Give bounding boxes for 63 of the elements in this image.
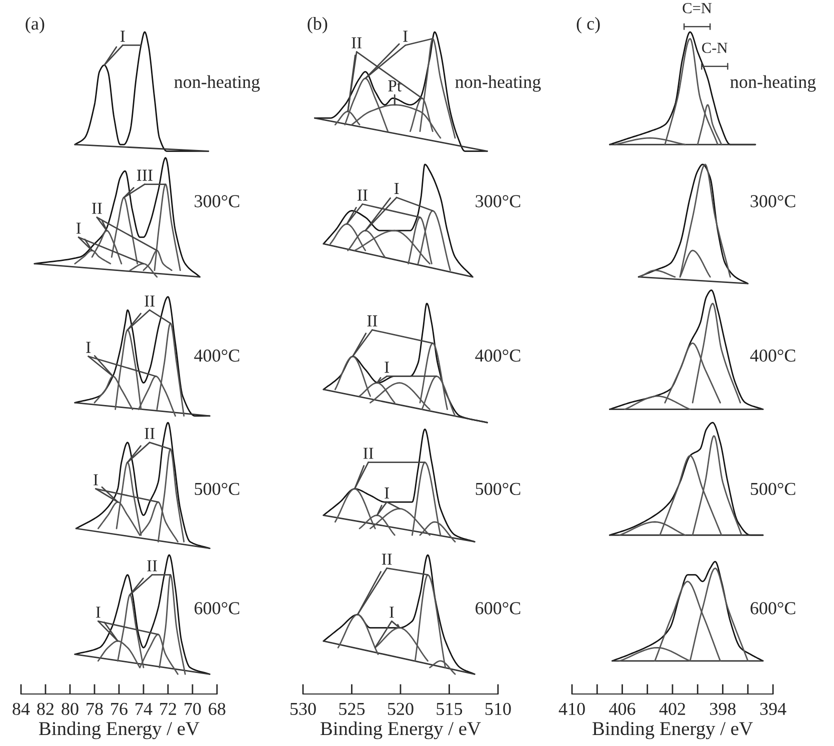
- annotation: II: [363, 448, 374, 459]
- annotation: I: [384, 362, 390, 373]
- x-tick-label: 520: [388, 702, 414, 716]
- annotation: I: [76, 222, 81, 234]
- annotation: non-heating: [455, 75, 541, 92]
- x-tick-label: 74: [136, 702, 152, 715]
- x-axis-title: Binding Energy / eV: [320, 721, 481, 740]
- x-tick-label: 68: [208, 702, 226, 716]
- x-tick-label: 530: [290, 702, 316, 716]
- annotation: 600°C: [194, 602, 240, 614]
- x-axis-title: Binding Energy / eV: [38, 721, 200, 740]
- x-tick-label: 510: [486, 702, 511, 716]
- annotation: II: [144, 296, 155, 306]
- annotation: 500°C: [476, 482, 520, 496]
- annotation: II: [92, 202, 102, 214]
- annotation: C=N: [682, 3, 712, 14]
- x-tick-label: 82: [37, 702, 54, 716]
- annotation: C-N: [702, 42, 728, 54]
- x-tick-label: 78: [86, 702, 103, 716]
- x-tick-label: 84: [12, 702, 30, 716]
- annotation: I: [390, 606, 394, 618]
- annotation: I: [94, 474, 98, 486]
- annotation: III: [137, 170, 152, 181]
- annotation: I: [86, 342, 91, 353]
- annotation: I: [96, 606, 100, 618]
- annotation: 400°C: [475, 350, 520, 362]
- annotation: 600°C: [476, 602, 520, 614]
- annotation: 400°C: [194, 350, 240, 362]
- x-tick-label: 80: [62, 702, 78, 716]
- annotation: II: [144, 428, 155, 439]
- x-tick-label: 72: [160, 702, 176, 715]
- x-tick-label: 70: [184, 702, 201, 716]
- chart-title: (b): [308, 17, 328, 34]
- annotation: 300°C: [194, 195, 240, 208]
- annotation: I: [384, 488, 390, 498]
- x-tick-label: 410: [558, 702, 585, 716]
- annotation: II: [367, 315, 378, 326]
- chart-title: (a): [26, 17, 44, 34]
- annotation: II: [147, 560, 158, 572]
- x-tick-label: 402: [659, 702, 686, 716]
- annotation: 400°C: [750, 350, 796, 362]
- x-tick-label: 394: [760, 702, 786, 716]
- annotation: I: [120, 30, 125, 42]
- annotation: 600°C: [750, 602, 796, 614]
- annotation: II: [382, 554, 392, 565]
- annotation: non-heating: [730, 75, 816, 92]
- annotation: I: [403, 30, 408, 42]
- annotation: II: [358, 190, 368, 201]
- x-axis-title: Binding Energy / eV: [592, 721, 753, 740]
- annotation: non-heating: [174, 75, 260, 92]
- annotation: 500°C: [750, 482, 796, 496]
- annotation: 300°C: [476, 195, 520, 208]
- x-tick-label: 406: [609, 702, 636, 716]
- annotation: I: [394, 183, 399, 194]
- annotation: 300°C: [750, 195, 796, 208]
- annotation: 500°C: [194, 482, 240, 496]
- x-tick-label: 515: [436, 702, 462, 716]
- x-tick-label: 525: [339, 702, 365, 716]
- chart-title: ( c): [576, 17, 600, 34]
- annotation: II: [352, 37, 362, 48]
- x-tick-label: 76: [111, 702, 128, 716]
- x-tick-label: 398: [710, 702, 736, 716]
- annotation: Pt: [388, 80, 402, 92]
